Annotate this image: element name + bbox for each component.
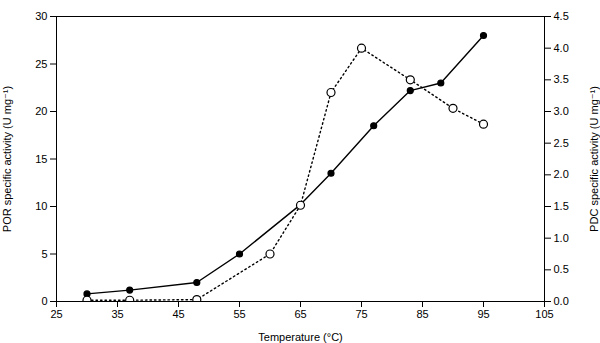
svg-text:55: 55 (233, 308, 245, 320)
svg-text:3.5: 3.5 (554, 73, 569, 85)
svg-text:35: 35 (111, 308, 123, 320)
svg-text:20: 20 (35, 105, 47, 117)
svg-text:75: 75 (355, 308, 367, 320)
svg-text:0.0: 0.0 (554, 295, 569, 307)
svg-text:4.5: 4.5 (554, 10, 569, 22)
svg-text:Temperature (°C): Temperature (°C) (258, 331, 342, 343)
svg-text:POR specific activity (U mg⁻¹): POR specific activity (U mg⁻¹) (1, 86, 13, 232)
svg-text:1.0: 1.0 (554, 232, 569, 244)
svg-text:15: 15 (35, 153, 47, 165)
svg-text:105: 105 (535, 308, 553, 320)
svg-text:45: 45 (172, 308, 184, 320)
svg-text:0.5: 0.5 (554, 263, 569, 275)
svg-text:0: 0 (41, 295, 47, 307)
svg-text:2.5: 2.5 (554, 137, 569, 149)
svg-text:PDC specific activity (U mg⁻¹): PDC specific activity (U mg⁻¹) (588, 86, 600, 232)
svg-text:25: 25 (35, 58, 47, 70)
svg-text:1.5: 1.5 (554, 200, 569, 212)
svg-text:95: 95 (477, 308, 489, 320)
svg-text:65: 65 (294, 308, 306, 320)
svg-text:30: 30 (35, 10, 47, 22)
svg-text:2.0: 2.0 (554, 168, 569, 180)
svg-text:25: 25 (50, 308, 62, 320)
svg-text:4.0: 4.0 (554, 42, 569, 54)
svg-text:3.0: 3.0 (554, 105, 569, 117)
svg-text:10: 10 (35, 200, 47, 212)
svg-text:85: 85 (416, 308, 428, 320)
svg-text:5: 5 (41, 248, 47, 260)
